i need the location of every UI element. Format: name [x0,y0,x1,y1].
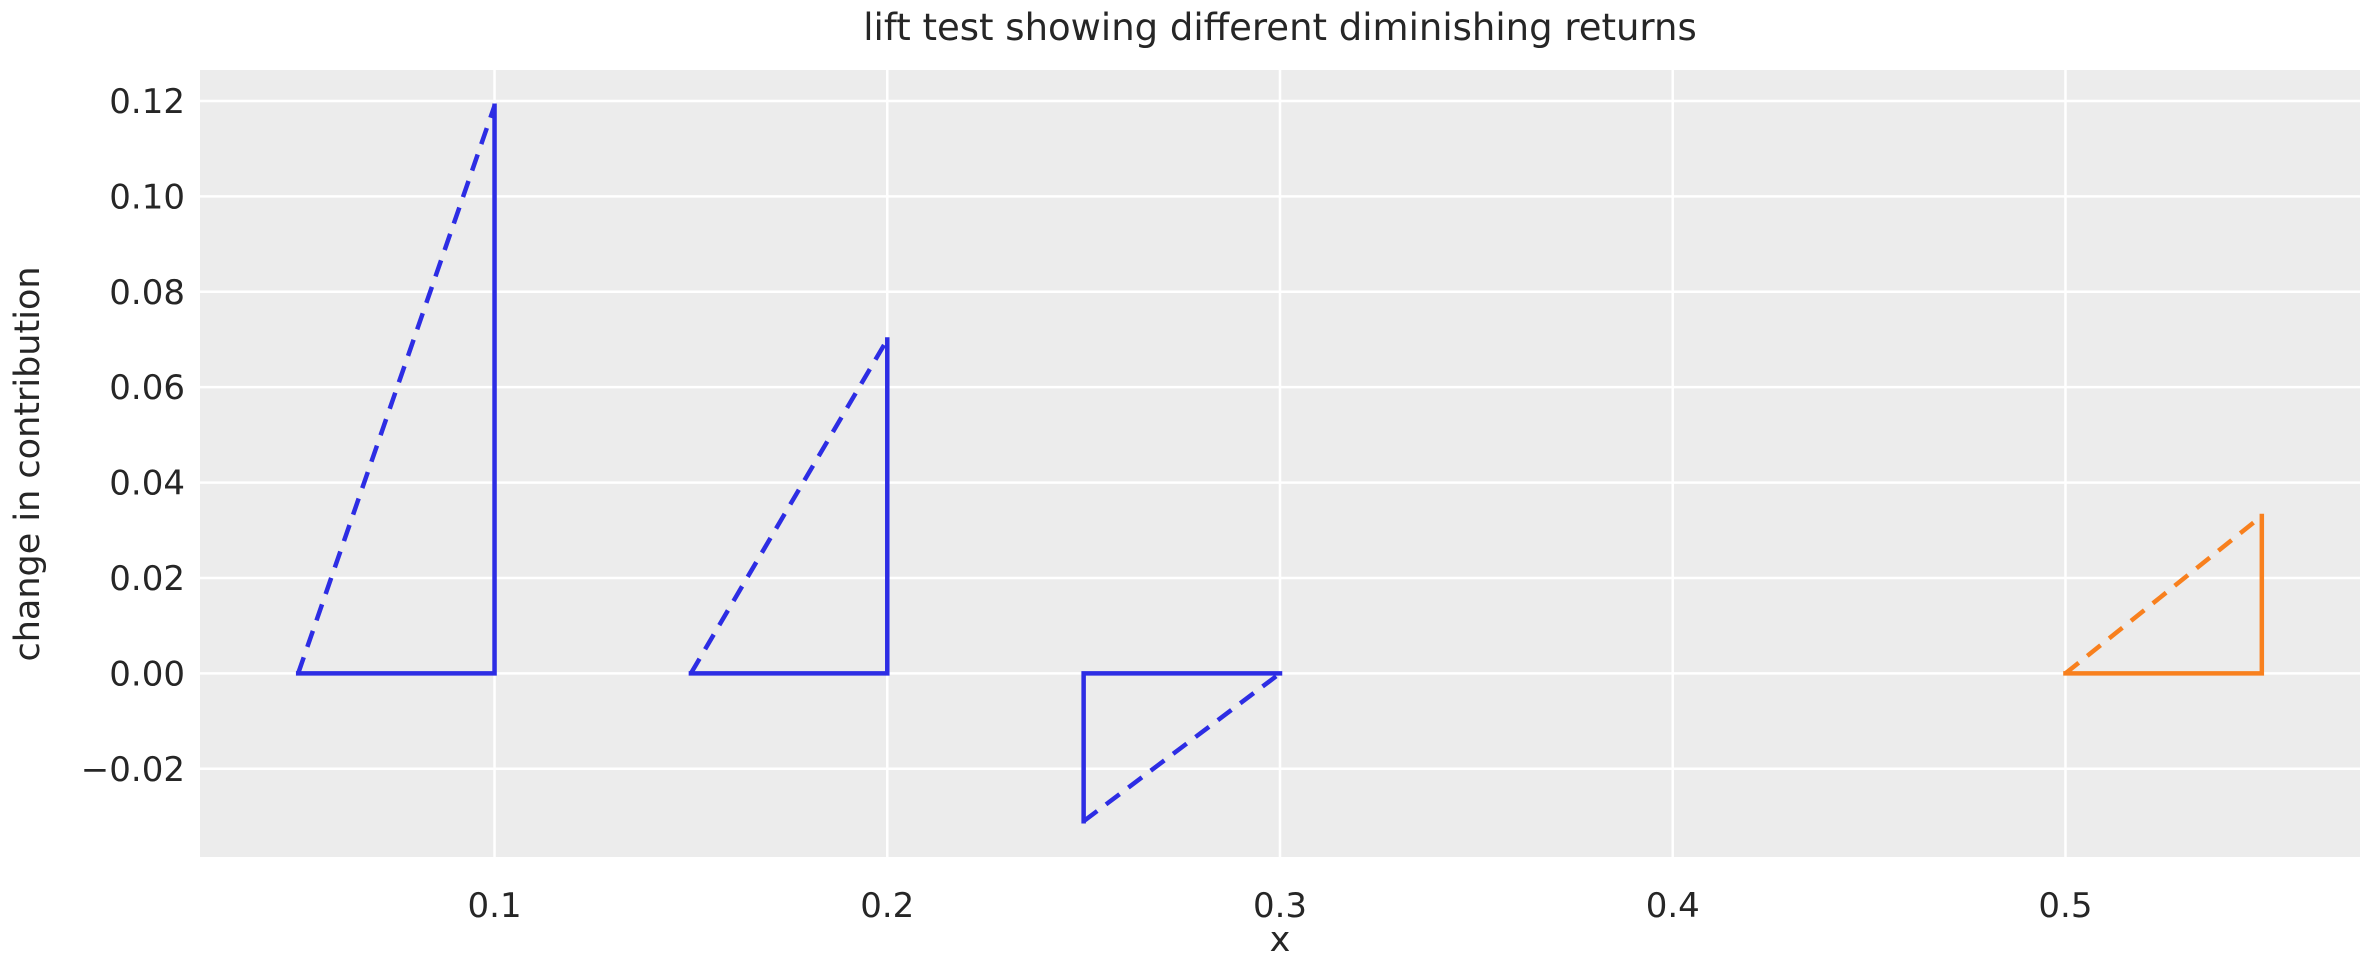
y-axis-label-text: change in contribution [8,265,48,662]
x-tick-label: 0.1 [468,886,522,926]
x-tick-label: 0.4 [1646,886,1700,926]
y-tick-label: 0.00 [109,654,185,694]
lift-triangle-4-dashed-hypotenuse [2064,514,2264,676]
y-tick-label: 0.06 [109,368,185,408]
chart-title: lift test showing different diminishing … [863,6,1697,49]
lift-triangle-1-dashed-hypotenuse [296,105,497,675]
lift-triangle-4-solid-legs [2063,513,2265,676]
y-tick-label: 0.02 [109,559,185,599]
x-axis-label: x [1269,920,1291,960]
x-tick-label: 0.3 [1253,886,1307,926]
x-tick-label: 0.2 [860,886,914,926]
y-tick-label: 0.08 [109,273,185,313]
y-tick-label: 0.12 [109,82,185,122]
y-tick-label: 0.10 [109,177,185,217]
lift-triangle-2-solid-legs [688,337,890,676]
y-tick-label: 0.04 [109,464,185,504]
y-tick-label: −0.02 [81,750,185,790]
lift-triangle-3-solid-legs [1081,671,1283,824]
lift-triangle-2-dashed-hypotenuse [688,338,890,675]
y-axis-label: change in contribution [2,70,54,857]
lift-triangle-3-dashed-hypotenuse [1082,671,1282,824]
lift-triangle-1-solid-legs [295,103,497,676]
x-tick-label: 0.5 [2038,886,2092,926]
